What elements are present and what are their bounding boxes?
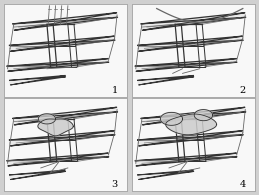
Polygon shape [138, 131, 243, 146]
Polygon shape [10, 131, 115, 146]
Polygon shape [135, 153, 237, 166]
Polygon shape [10, 36, 115, 51]
Polygon shape [10, 170, 66, 179]
Polygon shape [7, 153, 109, 166]
Polygon shape [38, 119, 73, 136]
Polygon shape [138, 75, 194, 85]
Polygon shape [138, 170, 194, 179]
Text: 3: 3 [111, 180, 118, 189]
Polygon shape [10, 75, 66, 85]
Polygon shape [13, 13, 118, 30]
Polygon shape [141, 13, 246, 30]
Text: 2: 2 [240, 86, 246, 95]
Polygon shape [38, 114, 56, 124]
Text: 1: 1 [111, 86, 118, 95]
Polygon shape [7, 58, 109, 71]
Polygon shape [138, 36, 243, 51]
Polygon shape [166, 114, 217, 135]
Polygon shape [135, 58, 237, 71]
Polygon shape [13, 107, 118, 125]
Polygon shape [160, 112, 183, 125]
Polygon shape [141, 107, 246, 125]
Polygon shape [194, 110, 213, 121]
Text: 4: 4 [240, 180, 246, 189]
